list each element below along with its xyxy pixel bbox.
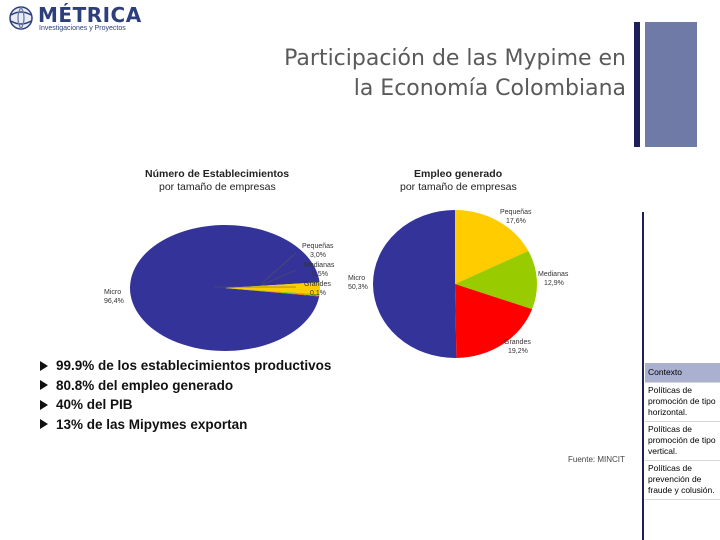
chart1-label-pequenas-name: Pequeñas: [302, 243, 334, 250]
logo-name: MÉTRICA: [38, 3, 142, 27]
chart2-label-medianas: Medianas 12,9%: [538, 271, 568, 288]
chart1-label-grandes-name: Grandes: [304, 281, 331, 288]
key-fact-item: 13% de las Mipymes exportan: [40, 415, 331, 435]
chart1-title-line-1: Número de Establecimientos: [145, 168, 290, 180]
arrow-bullet-icon: [40, 399, 48, 410]
key-fact-item: 80.8% del empleo generado: [40, 376, 331, 396]
arrow-bullet-icon: [40, 419, 48, 430]
pie-chart-establecimientos: [130, 225, 320, 351]
key-fact-text: 99.9% de los establecimientos productivo…: [56, 358, 332, 373]
globe-icon: [9, 6, 33, 30]
nav-item-contexto[interactable]: Contexto: [645, 363, 720, 383]
key-facts-list: 99.9% de los establecimientos productivo…: [40, 356, 331, 434]
chart2-slice-grandes: [455, 284, 533, 358]
chart1-label-pequenas: Pequeñas 3,0%: [302, 243, 334, 260]
chart1-label-grandes: Grandes 0,1%: [304, 281, 331, 298]
chart1-title-line-2: por tamaño de empresas: [159, 181, 276, 193]
key-fact-text: 13% de las Mipymes exportan: [56, 416, 248, 432]
arrow-bullet-icon: [40, 360, 48, 371]
key-fact-item: 40% del PIB: [40, 395, 331, 415]
chart1-label-micro: Micro 96,4%: [104, 289, 124, 306]
chart2-slice-medianas: [455, 250, 537, 310]
slide-title-line-2: la Economía Colombiana: [353, 76, 626, 101]
chart1-label-medianas-value: 0,5%: [312, 270, 328, 278]
chart1-slice-medianas: [225, 288, 320, 297]
chart1-slice-grandes: [225, 288, 320, 297]
chart1-slice-pequeñas: [225, 282, 320, 295]
chart1-title: Número de Establecimientos por tamaño de…: [145, 168, 289, 194]
slide-title-line-1: Participación de las Mypime en: [284, 46, 626, 71]
pie-chart-empleo: [372, 210, 537, 358]
chart2-label-grandes: Grandes 19,2%: [504, 339, 531, 356]
chart2-label-grandes-name: Grandes: [504, 339, 531, 346]
key-fact-item: 99.9% de los establecimientos productivo…: [40, 356, 331, 376]
chart2-label-micro: Micro 50,3%: [348, 275, 368, 292]
chart1-label-medianas-name: Medianas: [304, 262, 335, 269]
metrica-logo: MÉTRICA Investigaciones y Proyectos: [8, 3, 141, 35]
chart2-title-line-2: por tamaño de empresas: [400, 181, 517, 193]
chart2-label-pequenas: Pequeñas 17,6%: [500, 209, 532, 226]
decorative-bar-thick: [645, 22, 697, 147]
nav-item-politicas-vertical[interactable]: Políticas de promoción de tipo vertical.: [645, 422, 720, 461]
chart2-label-medianas-name: Medianas: [538, 271, 569, 278]
nav-item-politicas-fraude[interactable]: Políticas de prevención de fraude y colu…: [645, 461, 720, 500]
arrow-bullet-icon: [40, 380, 48, 391]
chart2-slice-pequeñas: [455, 210, 529, 284]
chart2-title: Empleo generado por tamaño de empresas: [400, 168, 517, 194]
slide-title: Participación de las Mypime en la Econom…: [206, 44, 626, 104]
chart1-label-micro-value: 96,4%: [104, 297, 124, 305]
source-note: Fuente: MINCIT: [568, 455, 625, 464]
decorative-bar-thin: [634, 22, 640, 147]
chart1-label-pequenas-value: 3,0%: [310, 251, 326, 259]
chart2-label-medianas-value: 12,9%: [544, 279, 564, 287]
chart2-label-micro-name: Micro: [348, 275, 366, 282]
sidebar-nav: Contexto Políticas de promoción de tipo …: [645, 363, 720, 500]
chart1-label-medianas: Medianas 0,5%: [304, 262, 334, 279]
chart2-title-line-1: Empleo generado: [414, 168, 503, 180]
chart2-label-pequenas-value: 17,6%: [506, 217, 526, 225]
key-fact-text: 80.8% del empleo generado: [56, 377, 234, 393]
key-fact-text: 40% del PIB: [56, 397, 133, 412]
logo-subtitle: Investigaciones y Proyectos: [39, 25, 126, 32]
chart1-label-micro-name: Micro: [104, 289, 122, 296]
chart2-label-pequenas-name: Pequeñas: [500, 209, 532, 216]
chart1-label-grandes-value: 0,1%: [310, 289, 326, 297]
chart2-label-micro-value: 50,3%: [348, 283, 368, 291]
chart2-label-grandes-value: 19,2%: [508, 347, 528, 355]
chart2-slice-micro: [372, 210, 457, 358]
sidebar-divider: [642, 212, 644, 540]
nav-item-politicas-horizontal[interactable]: Políticas de promoción de tipo horizonta…: [645, 383, 720, 422]
